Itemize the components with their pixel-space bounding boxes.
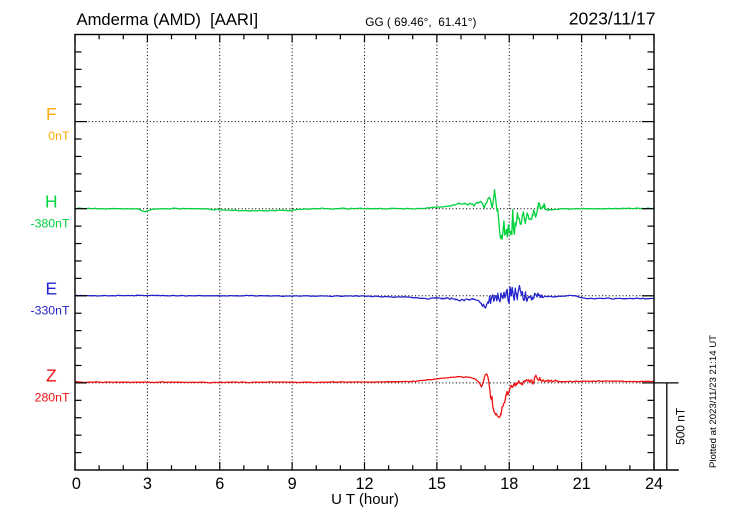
svg-text:12: 12 [355, 475, 373, 493]
svg-text:GG ( 69.46°, 61.41°): GG ( 69.46°, 61.41°) [365, 15, 476, 29]
svg-text:0: 0 [72, 475, 81, 493]
svg-text:Z: Z [46, 366, 57, 386]
svg-text:-380nT: -380nT [31, 216, 70, 230]
svg-text:280nT: 280nT [35, 391, 70, 405]
svg-text:500 nT: 500 nT [673, 408, 687, 445]
svg-text:6: 6 [215, 475, 224, 493]
svg-text:H: H [45, 191, 58, 211]
svg-text:15: 15 [428, 475, 446, 493]
svg-text:U T (hour): U T (hour) [331, 491, 399, 508]
svg-text:2023/11/17: 2023/11/17 [569, 8, 656, 28]
svg-text:-330nT: -330nT [31, 303, 70, 317]
svg-text:F: F [46, 104, 57, 124]
svg-text:24: 24 [645, 475, 663, 493]
svg-text:18: 18 [500, 475, 518, 493]
svg-text:21: 21 [573, 475, 591, 493]
svg-text:Plotted at 2023/11/23 21:14 UT: Plotted at 2023/11/23 21:14 UT [708, 335, 719, 468]
svg-text:0nT: 0nT [48, 129, 70, 143]
svg-text:9: 9 [288, 475, 297, 493]
svg-text:E: E [45, 278, 57, 298]
svg-text:Amderma (AMD) [AARI]: Amderma (AMD) [AARI] [77, 10, 259, 29]
svg-text:3: 3 [143, 475, 152, 493]
